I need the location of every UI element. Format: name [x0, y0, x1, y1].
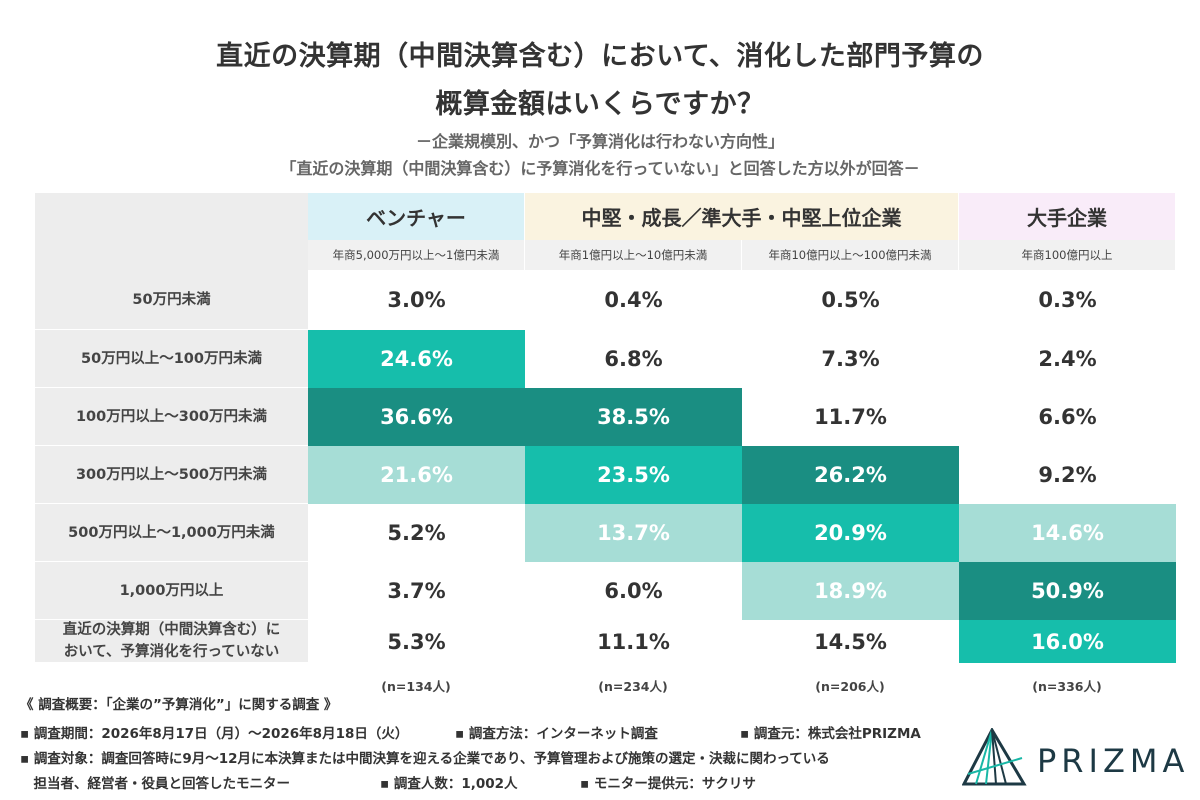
chart-subtitle-line-2: 「直近の決算期（中間決算含む）に予算消化を行っていない」と回答した方以外が回答－ — [280, 159, 920, 178]
data-cell: 13.7% — [525, 504, 742, 562]
row-label-2: 50万円以上～100万円未満 — [35, 330, 308, 388]
data-cell: 16.0% — [959, 620, 1176, 663]
group-header-1: ベンチャー — [308, 193, 524, 240]
row-label-5: 500万円以上～1,000万円未満 — [35, 504, 308, 562]
data-cell: 20.9% — [742, 504, 959, 562]
chart-subtitle-line-1: －企業規模別、かつ「予算消化は行わない方向性」 — [415, 132, 784, 151]
survey-source: ▪ 調査元：株式会社PRIZMA — [740, 726, 921, 742]
sample-size-label: (n=234人) — [598, 679, 668, 694]
column-subheader-1: 年商5,000万円以上～1億円未満 — [308, 240, 524, 270]
data-cell: 6.8% — [525, 330, 742, 388]
group-header-2: 中堅・成長／準大手・中堅上位企業 — [525, 193, 958, 240]
chart-title-line-2: 概算金額はいくらですか？ — [435, 89, 765, 120]
row-label-3: 100万円以上～300万円未満 — [35, 388, 308, 446]
sample-size-label: (n=206人) — [815, 679, 885, 694]
data-cell: 0.3% — [959, 270, 1176, 330]
sample-size-label: (n=134人) — [381, 679, 451, 694]
row-label-column — [35, 193, 308, 663]
data-cell: 5.2% — [308, 504, 525, 562]
survey-target-continued: 担当者、経営者・役員と回答したモニター — [20, 776, 290, 792]
data-cell: 6.0% — [525, 562, 742, 620]
chart-title-line-1: 直近の決算期（中間決算含む）において、消化した部門予算の — [216, 41, 984, 72]
data-cell: 50.9% — [959, 562, 1176, 620]
data-cell: 3.0% — [308, 270, 525, 330]
data-cell: 18.9% — [742, 562, 959, 620]
data-cell: 9.2% — [959, 446, 1176, 504]
data-cell: 6.6% — [959, 388, 1176, 446]
data-cell: 14.6% — [959, 504, 1176, 562]
column-subheader-2: 年商1億円以上～10億円未満 — [525, 240, 741, 270]
data-cell: 24.6% — [308, 330, 525, 388]
row-label-line: おいて、予算消化を行っていない — [63, 644, 280, 660]
prizma-logo-icon — [962, 728, 1027, 786]
data-cell: 7.3% — [742, 330, 959, 388]
data-cell: 0.5% — [742, 270, 959, 330]
row-label-6: 1,000万円以上 — [35, 562, 308, 620]
data-cell: 3.7% — [308, 562, 525, 620]
data-cell: 36.6% — [308, 388, 525, 446]
survey-count: ▪ 調査人数：1,002人 — [380, 776, 518, 792]
data-cell: 38.5% — [525, 388, 742, 446]
data-cell: 2.4% — [959, 330, 1176, 388]
prizma-logo-text: PRIZMA — [1037, 742, 1190, 780]
row-label-7: 直近の決算期（中間決算含む）に おいて、予算消化を行っていない — [35, 620, 308, 663]
data-cell: 23.5% — [525, 446, 742, 504]
survey-summary-heading: 《 調査概要：「企業の”予算消化”」に関する調査 》 — [20, 697, 338, 713]
row-label-line: 直近の決算期（中間決算含む）に — [62, 622, 281, 638]
data-cell: 26.2% — [742, 446, 959, 504]
data-cell: 0.4% — [525, 270, 742, 330]
survey-target: ▪ 調査対象：調査回答時に9月～12月に本決算または中間決算を迎える企業であり、… — [20, 751, 830, 767]
column-subheader-4: 年商100億円以上 — [959, 240, 1175, 270]
row-label-4: 300万円以上～500万円未満 — [35, 446, 308, 504]
data-cell: 11.1% — [525, 620, 742, 663]
row-label-1: 50万円未満 — [35, 270, 308, 330]
survey-period: ▪ 調査期間：2026年8月17日（月）～2026年8月18日（火） — [20, 726, 409, 742]
survey-method: ▪ 調査方法：インターネット調査 — [455, 726, 658, 742]
monitor-provider: ▪ モニター提供元：サクリサ — [580, 776, 756, 792]
data-cell: 21.6% — [308, 446, 525, 504]
column-subheader-3: 年商10億円以上～100億円未満 — [742, 240, 958, 270]
data-cell: 11.7% — [742, 388, 959, 446]
group-header-3: 大手企業 — [959, 193, 1175, 240]
data-table: ベンチャー 中堅・成長／準大手・中堅上位企業 大手企業年商5,000万円以上～1億円… — [35, 193, 1176, 663]
data-cell: 14.5% — [742, 620, 959, 663]
data-cell: 5.3% — [308, 620, 525, 663]
sample-size-label: (n=336人) — [1032, 679, 1102, 694]
